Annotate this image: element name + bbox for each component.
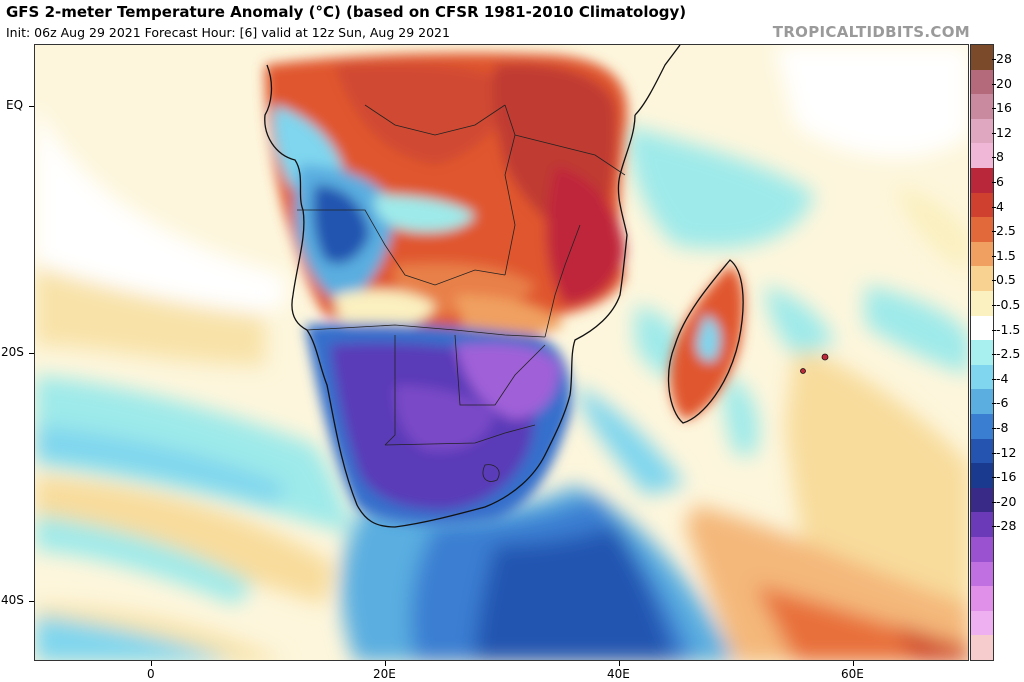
colorbar-segment (971, 389, 993, 415)
land-anomaly-field (265, 53, 744, 525)
colorbar-label: -12 (996, 444, 1017, 460)
colorbar-tick (992, 206, 996, 208)
colorbar-label: 0.5 (996, 272, 1016, 288)
country-borders (297, 104, 626, 482)
colorbar-label: -8 (996, 420, 1009, 435)
colorbar-label: 4 (996, 198, 1004, 214)
colorbar-label: 12 (996, 124, 1012, 140)
x-label-40e: 40E (607, 667, 630, 681)
colorbar-segment (971, 241, 993, 267)
colorbar-label: -0.5 (996, 297, 1021, 312)
map-subtitle: Init: 06z Aug 29 2021 Forecast Hour: [6]… (6, 25, 450, 40)
colorbar-segment (971, 586, 993, 612)
colorbar-tick (992, 477, 996, 479)
colorbar-tick (992, 305, 996, 306)
colorbar-segment (971, 561, 993, 587)
colorbar-segment (971, 45, 993, 71)
colorbar-label: 8 (996, 149, 1004, 165)
colorbar-segment (971, 118, 993, 144)
colorbar-segment (971, 438, 993, 464)
colorbar-segment (971, 217, 993, 243)
colorbar-segment (971, 340, 993, 366)
indian-ocean-islands (800, 353, 829, 374)
colorbar-tick (992, 526, 996, 528)
x-label-20e: 20E (373, 667, 396, 681)
colorbar-segment (971, 168, 993, 194)
colorbar-label: 6 (996, 174, 1004, 189)
colorbar-tick (992, 452, 996, 454)
colorbar-tick (992, 157, 996, 159)
colorbar-segment (971, 69, 993, 95)
colorbar-label: -6 (996, 395, 1009, 411)
colorbar-segment (971, 291, 993, 317)
y-label-eq: EQ (6, 98, 24, 112)
colorbar-segment (971, 610, 993, 636)
colorbar-label: 16 (996, 100, 1012, 116)
colorbar-tick (992, 378, 996, 380)
colorbar-segment (971, 94, 993, 120)
colorbar-segment (971, 266, 993, 292)
ocean-anomaly-field (35, 45, 968, 660)
colorbar-segment (971, 635, 993, 661)
x-label-60e: 60E (841, 667, 864, 681)
colorbar-label: -4 (996, 370, 1009, 386)
colorbar-segment (971, 414, 993, 440)
colorbar-tick (992, 231, 996, 233)
colorbar-tick (992, 354, 996, 356)
x-tick-40e (619, 661, 620, 666)
colorbar-tick (992, 132, 996, 134)
colorbar-segment (971, 143, 993, 169)
colorbar-segment (971, 364, 993, 390)
y-tick-20s (29, 353, 34, 354)
x-tick-20e (385, 661, 386, 666)
colorbar-tick (992, 501, 996, 503)
x-tick-60e (853, 661, 854, 666)
colorbar-tick (992, 108, 996, 110)
colorbar-segment (971, 537, 993, 563)
colorbar-tick (992, 83, 996, 85)
colorbar-tick (992, 280, 996, 282)
colorbar-tick (992, 182, 996, 183)
credit-label: TROPICALTIDBITS.COM (772, 23, 970, 41)
colorbar-label: -20 (996, 493, 1017, 509)
colorbar-segment (971, 512, 993, 538)
colorbar-label: 28 (996, 51, 1012, 66)
colorbar-tick (992, 329, 996, 331)
colorbar-tick (992, 255, 996, 257)
colorbar-tick (992, 59, 996, 60)
colorbar (970, 44, 994, 661)
map-title: GFS 2-meter Temperature Anomaly (°C) (ba… (6, 3, 687, 21)
colorbar-tick (992, 403, 996, 405)
colorbar-label: 2.5 (996, 223, 1016, 239)
colorbar-segment (971, 315, 993, 341)
colorbar-label: 1.5 (996, 247, 1016, 263)
colorbar-segment (971, 463, 993, 489)
colorbar-label: 20 (996, 75, 1012, 91)
x-tick-0 (151, 661, 152, 666)
anomaly-map (34, 44, 969, 661)
y-tick-40s (29, 601, 34, 602)
map-canvas (35, 45, 968, 660)
y-label-20s: 20S (1, 345, 24, 359)
y-label-40s: 40S (1, 593, 24, 607)
coastlines (264, 45, 744, 528)
colorbar-label: -2.5 (996, 346, 1021, 362)
colorbar-segment (971, 192, 993, 218)
colorbar-tick (992, 428, 996, 429)
colorbar-segment (971, 487, 993, 513)
y-tick-eq (29, 106, 34, 107)
colorbar-label: -28 (996, 518, 1017, 534)
x-label-0: 0 (147, 667, 155, 681)
colorbar-label: -1.5 (996, 321, 1021, 337)
colorbar-label: -16 (996, 469, 1017, 485)
